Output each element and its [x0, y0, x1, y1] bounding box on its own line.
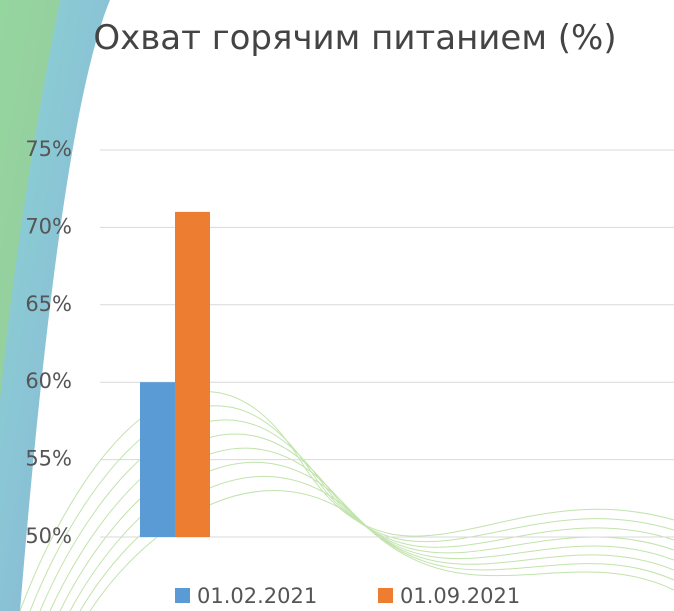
- slide: 50% 55% 60% 65% 70% 75% 01.02.2021 01.09.2021 О…: [0, 0, 674, 611]
- legend-swatch: [378, 588, 393, 603]
- y-tick-label: 70%: [25, 214, 72, 238]
- y-tick-label: 75%: [25, 137, 72, 161]
- y-tick-label: 60%: [25, 369, 72, 393]
- y-tick-label: 55%: [25, 447, 72, 471]
- legend-label: 01.09.2021: [400, 584, 520, 608]
- y-tick-label: 65%: [25, 292, 72, 316]
- background-decoration: [0, 0, 674, 611]
- bar: [175, 212, 210, 537]
- legend-swatch: [175, 588, 190, 603]
- legend-label: 01.02.2021: [197, 584, 317, 608]
- chart: 50% 55% 60% 65% 70% 75% 01.02.2021 01.09.2021: [0, 0, 674, 611]
- y-tick-label: 50%: [25, 524, 72, 548]
- chart-title: Охват горячим питанием (%): [90, 6, 620, 70]
- bar: [140, 382, 175, 537]
